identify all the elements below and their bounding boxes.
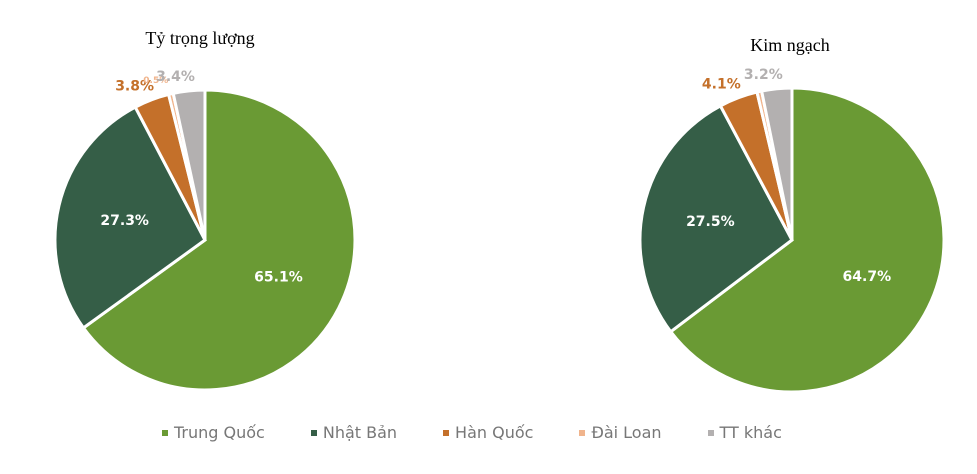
legend-label: Trung Quốc (174, 423, 265, 442)
pie-slice (668, 86, 946, 394)
legend-item: TT khác (707, 423, 782, 442)
legend-swatch (310, 429, 317, 436)
legend-item: Nhật Bản (310, 423, 398, 442)
chart-title: Tỷ trọng lượng (145, 28, 254, 48)
value-label: 3.4% (156, 69, 195, 85)
legend-label: Đài Loan (591, 423, 662, 442)
value-label: 3.2% (744, 67, 783, 83)
chart-title: Kim ngạch (750, 35, 829, 55)
pie-slice (638, 103, 794, 334)
legend-label: Nhật Bản (322, 423, 398, 442)
legend-swatch (162, 429, 168, 436)
pie-slice (81, 88, 357, 392)
legend: Trung Quốc Nhật Bản Hàn Quốc Đài Loan TT khá… (162, 423, 782, 442)
legend-swatch (579, 429, 586, 436)
value-label: 4.1% (702, 77, 741, 93)
legend-label: Hàn Quốc (455, 423, 534, 442)
value-label: 27.5% (686, 214, 735, 230)
pie-slice (759, 86, 794, 241)
legend-swatch (707, 429, 714, 436)
value-label: 65.1% (254, 270, 303, 286)
pie-slice (171, 88, 207, 241)
value-label: 0.5% (143, 76, 168, 86)
legend-label: TT khác (719, 423, 782, 442)
value-label: 3.8% (115, 79, 154, 95)
charts: Tỷ trọng lượng Kim ngạch 65.1% 27.3% 3.8%0… (53, 28, 946, 394)
legend-item: Hàn Quốc (443, 423, 533, 442)
legend-swatch (443, 429, 450, 436)
legend-item: Trung Quốc (162, 423, 265, 442)
value-label: 27.3% (100, 213, 149, 229)
legend-item: Đài Loan (579, 423, 662, 442)
pie-slice (53, 105, 207, 330)
value-label: 64.7% (843, 269, 892, 285)
